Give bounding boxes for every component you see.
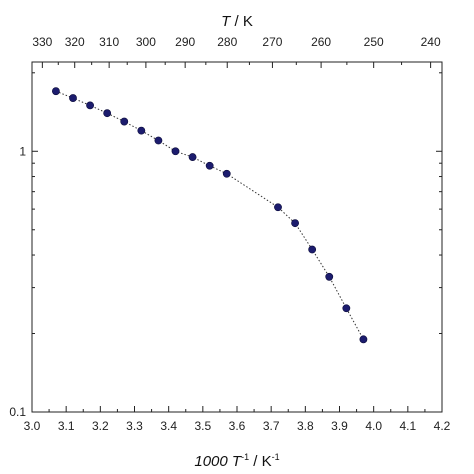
top-tick-label: 270: [262, 35, 282, 49]
x-tick-label: 3.7: [263, 419, 280, 433]
x-tick-label: 4.1: [399, 419, 416, 433]
x-axis-title: 1000 T-1 / K-1: [194, 452, 279, 470]
x-tick-label: 3.0: [24, 419, 41, 433]
data-point: [222, 169, 231, 178]
top-tick-label: 250: [364, 35, 384, 49]
data-point: [52, 87, 60, 96]
data-point: [274, 203, 282, 212]
x-tick-label: 3.9: [331, 419, 348, 433]
data-point: [359, 335, 368, 344]
y-tick-label: 1: [19, 144, 26, 158]
data-point: [69, 94, 77, 102]
data-point: [342, 304, 351, 313]
x-tick-label: 4.2: [434, 419, 451, 433]
x-axis: 3.0 3.1 3.2 3.3 3.4 3.5 3.6 3.7 3.8 3.9 4.0 4.1 4.2: [24, 406, 451, 433]
top-tick-label: 310: [99, 35, 119, 49]
top-axis: 330 320 310 300 290 280 270 260 250 240: [32, 35, 441, 68]
data-point: [154, 136, 163, 145]
x-tick-label: 3.3: [126, 419, 143, 433]
top-tick-label: 260: [311, 35, 331, 49]
x-tick-label: 4.0: [365, 419, 382, 433]
top-tick-label: 280: [217, 35, 237, 49]
top-tick-label: 300: [136, 35, 156, 49]
data-point: [188, 153, 197, 161]
x-tick-label: 3.2: [92, 419, 109, 433]
top-axis-title: T / K: [221, 13, 253, 30]
x-tick-label: 3.8: [297, 419, 314, 433]
top-tick-label: 330: [32, 35, 52, 49]
data-point: [137, 126, 146, 135]
x-tick-label: 3.4: [160, 419, 177, 433]
top-tick-label: 320: [65, 35, 85, 49]
x-tick-label: 3.6: [229, 419, 246, 433]
top-tick-label: 290: [175, 35, 195, 49]
x-tick-label: 3.5: [194, 419, 211, 433]
data-point: [120, 117, 129, 126]
right-axis: [436, 72, 442, 413]
data-point: [205, 161, 214, 170]
data-point: [103, 109, 112, 118]
plot-frame: [31, 61, 443, 413]
series-line: [55, 90, 364, 340]
y-tick-label: 0.1: [9, 405, 26, 419]
data-point: [171, 147, 180, 156]
top-tick-label: 240: [421, 35, 441, 49]
data-points: [52, 87, 368, 344]
x-tick-label: 3.1: [58, 419, 75, 433]
y-axis: 0.11: [9, 72, 38, 419]
data-point: [86, 101, 94, 110]
data-point: [291, 219, 299, 228]
data-point: [325, 272, 334, 281]
data-point: [308, 245, 317, 254]
